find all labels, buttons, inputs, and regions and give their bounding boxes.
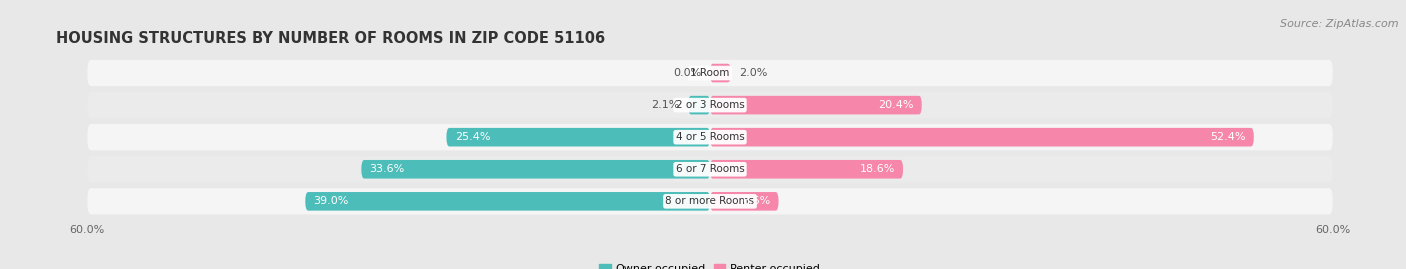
FancyBboxPatch shape xyxy=(710,96,922,114)
FancyBboxPatch shape xyxy=(710,160,903,179)
Text: 52.4%: 52.4% xyxy=(1211,132,1246,142)
FancyBboxPatch shape xyxy=(87,156,1333,182)
FancyBboxPatch shape xyxy=(87,60,1333,86)
FancyBboxPatch shape xyxy=(710,192,779,211)
FancyBboxPatch shape xyxy=(710,64,731,82)
Text: 18.6%: 18.6% xyxy=(859,164,894,174)
Text: 2 or 3 Rooms: 2 or 3 Rooms xyxy=(676,100,744,110)
Text: 39.0%: 39.0% xyxy=(314,196,349,206)
Text: 20.4%: 20.4% xyxy=(877,100,914,110)
Text: HOUSING STRUCTURES BY NUMBER OF ROOMS IN ZIP CODE 51106: HOUSING STRUCTURES BY NUMBER OF ROOMS IN… xyxy=(56,31,606,46)
FancyBboxPatch shape xyxy=(87,92,1333,118)
FancyBboxPatch shape xyxy=(87,124,1333,150)
Text: 25.4%: 25.4% xyxy=(454,132,491,142)
FancyBboxPatch shape xyxy=(87,188,1333,214)
FancyBboxPatch shape xyxy=(361,160,710,179)
Text: Source: ZipAtlas.com: Source: ZipAtlas.com xyxy=(1281,19,1399,29)
FancyBboxPatch shape xyxy=(447,128,710,147)
Legend: Owner-occupied, Renter-occupied: Owner-occupied, Renter-occupied xyxy=(595,259,825,269)
Text: 0.0%: 0.0% xyxy=(673,68,702,78)
Text: 8 or more Rooms: 8 or more Rooms xyxy=(665,196,755,206)
FancyBboxPatch shape xyxy=(305,192,710,211)
FancyBboxPatch shape xyxy=(689,96,710,114)
Text: 1 Room: 1 Room xyxy=(690,68,730,78)
Text: 33.6%: 33.6% xyxy=(370,164,405,174)
Text: 4 or 5 Rooms: 4 or 5 Rooms xyxy=(676,132,744,142)
Text: 6 or 7 Rooms: 6 or 7 Rooms xyxy=(676,164,744,174)
Text: 6.6%: 6.6% xyxy=(742,196,770,206)
Text: 2.0%: 2.0% xyxy=(740,68,768,78)
Text: 2.1%: 2.1% xyxy=(651,100,681,110)
FancyBboxPatch shape xyxy=(710,128,1254,147)
